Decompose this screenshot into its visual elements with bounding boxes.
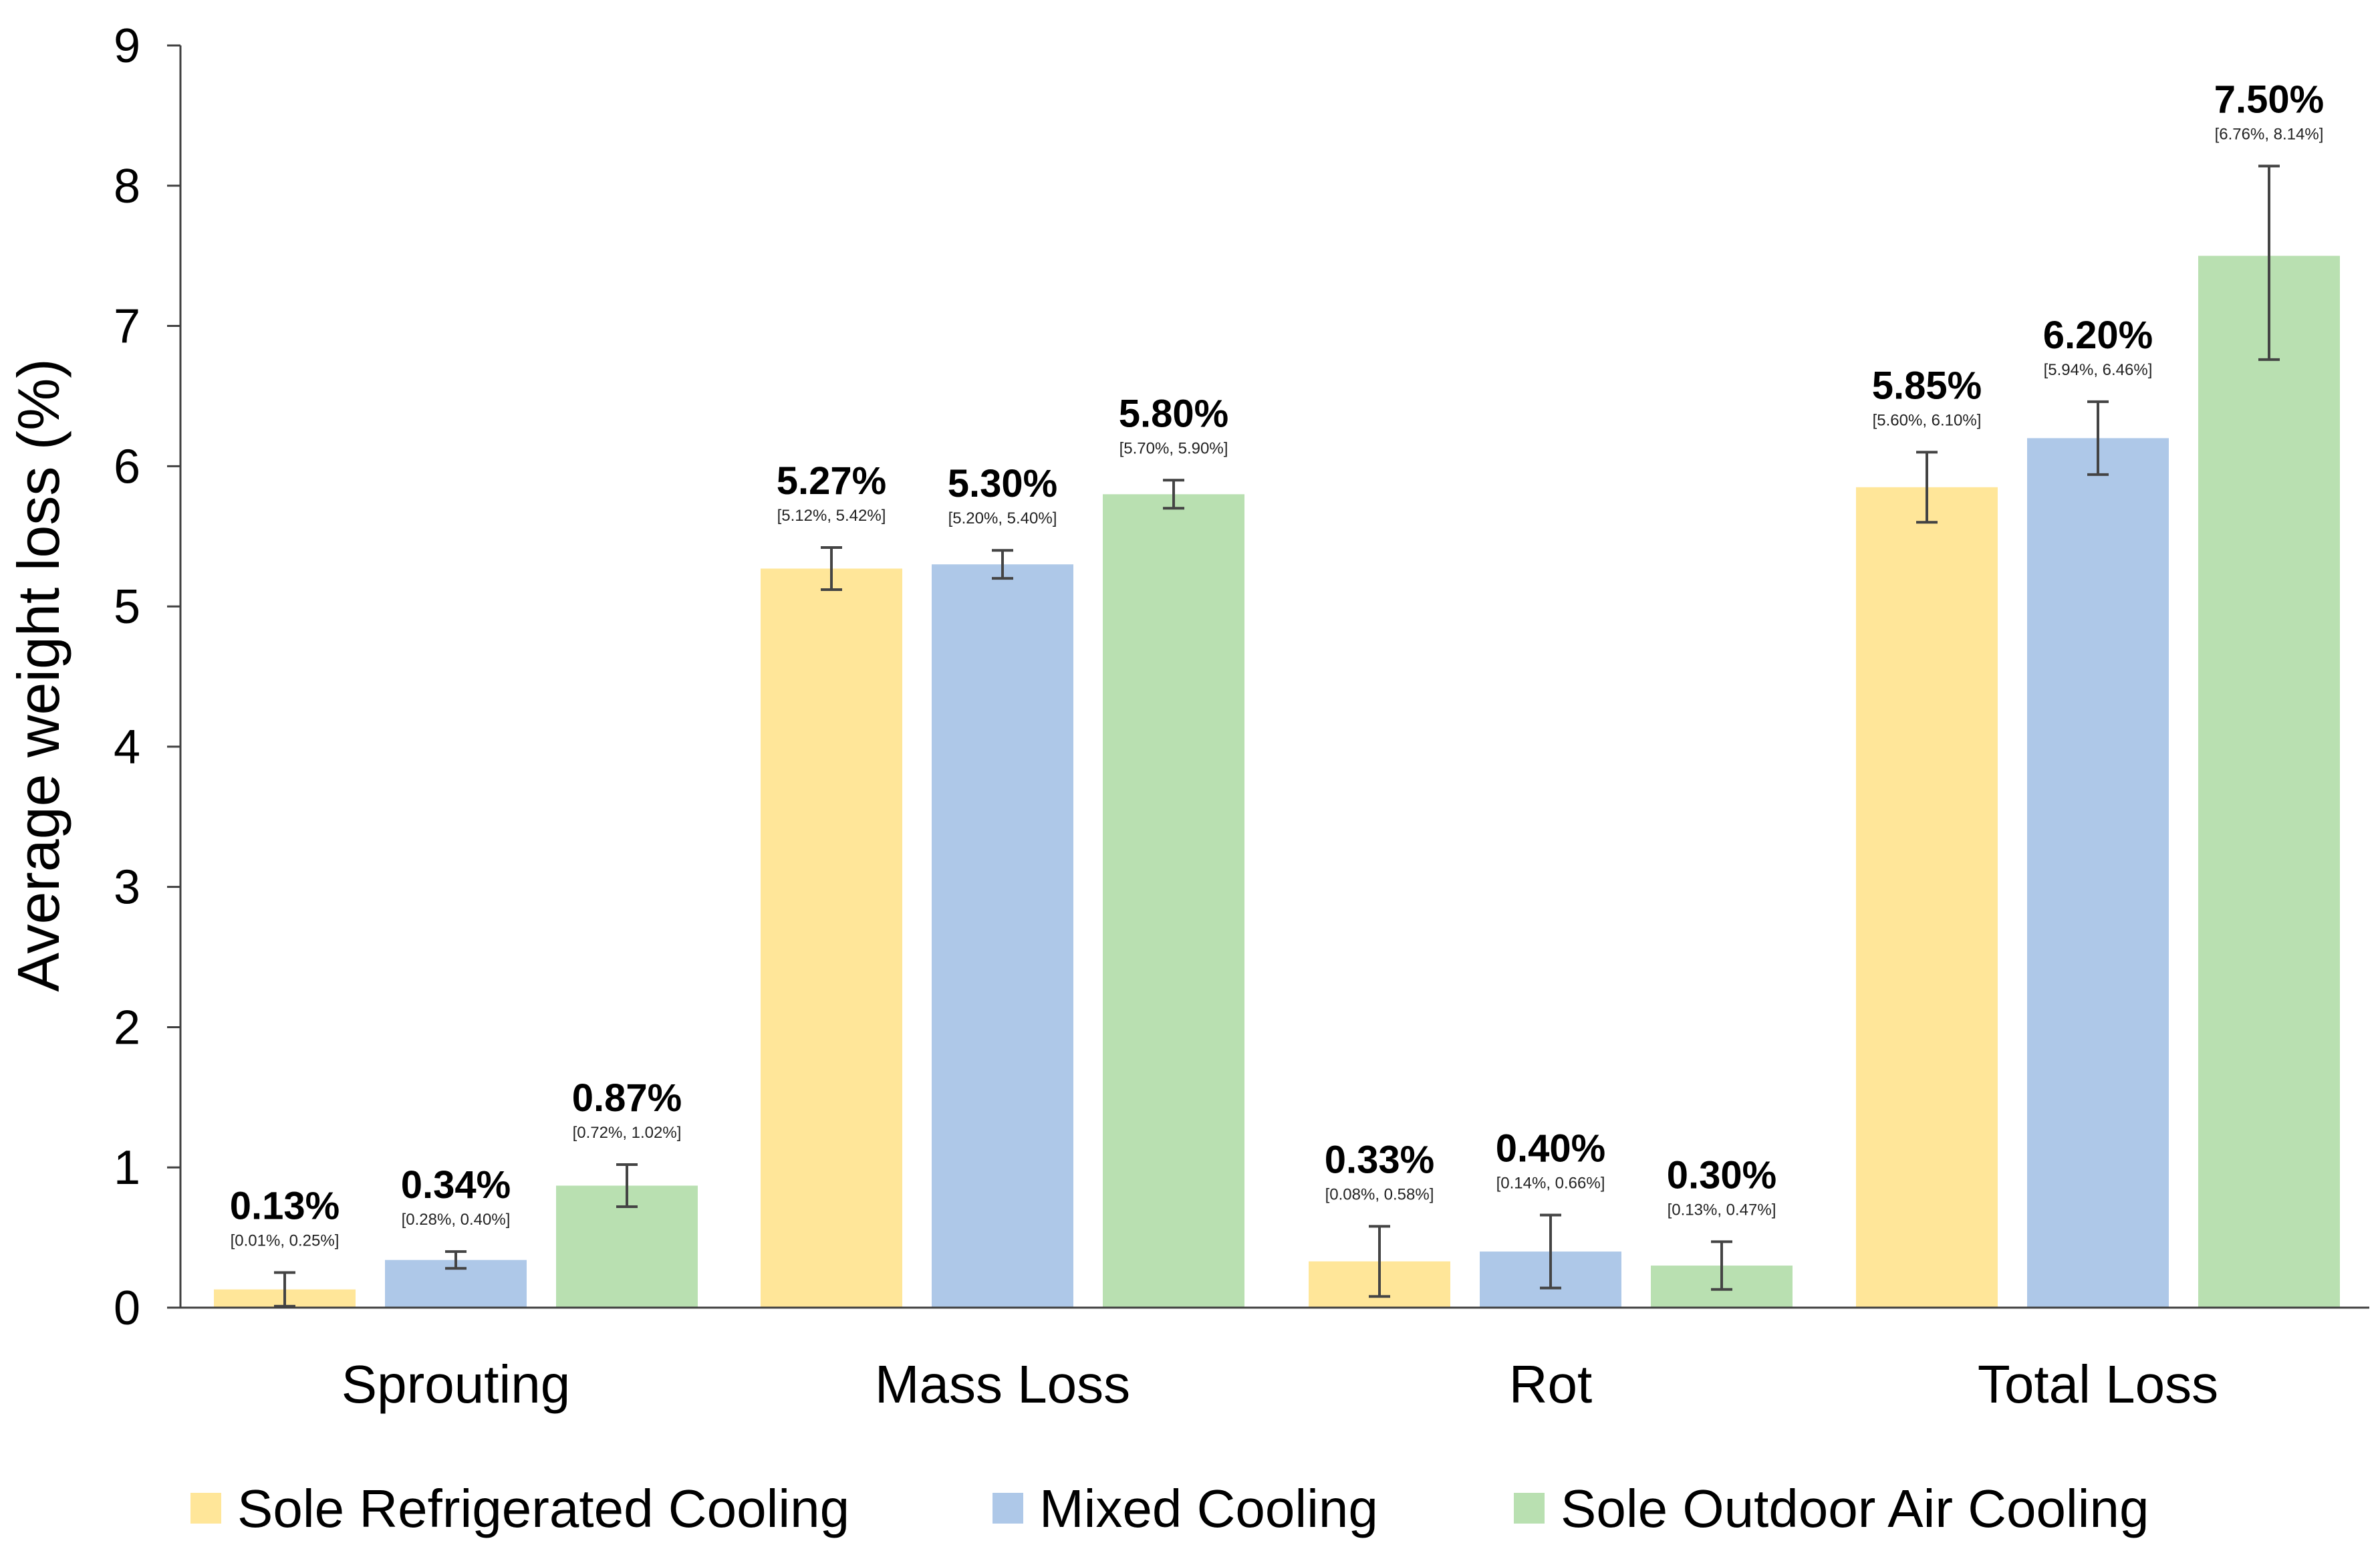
legend-label: Mixed Cooling: [1039, 1479, 1378, 1538]
bar: [2198, 255, 2340, 1308]
value-label: 5.85%: [1872, 364, 1982, 407]
bar: [1856, 487, 1998, 1308]
y-axis-ticks: 0 1 2 3 4 5 6 7 8 9: [114, 19, 180, 1335]
axes: [179, 45, 2369, 1309]
value-label: 0.87%: [572, 1076, 682, 1120]
category-label: Total Loss: [1978, 1354, 2218, 1414]
legend-label: Sole Refrigerated Cooling: [237, 1479, 849, 1538]
value-label: 7.50%: [2214, 78, 2324, 121]
y-tick-label: 4: [114, 721, 140, 774]
bar: [1103, 494, 1244, 1308]
value-label: 5.30%: [948, 462, 1057, 505]
category-label: Sprouting: [342, 1354, 570, 1414]
value-label: 0.13%: [230, 1185, 340, 1228]
confidence-interval-label: [0.72%, 1.02%]: [573, 1124, 682, 1142]
confidence-interval-label: [5.12%, 5.42%]: [777, 507, 886, 525]
bar: [932, 564, 1073, 1308]
confidence-interval-label: [0.28%, 0.40%]: [402, 1211, 511, 1229]
y-tick-label: 0: [114, 1282, 140, 1335]
y-tick-label: 1: [114, 1141, 140, 1195]
y-tick-label: 6: [114, 440, 140, 493]
value-label: 5.80%: [1119, 392, 1228, 435]
y-tick-label: 3: [114, 861, 140, 915]
confidence-interval-label: [0.01%, 0.25%]: [231, 1232, 340, 1250]
legend-swatch: [190, 1493, 221, 1524]
confidence-interval-label: [0.14%, 0.66%]: [1496, 1175, 1605, 1193]
value-label: 0.34%: [401, 1163, 511, 1207]
value-label: 0.40%: [1496, 1127, 1605, 1171]
category-label: Rot: [1509, 1354, 1593, 1414]
category-labels: Sprouting Mass Loss Rot Total Loss: [342, 1354, 2218, 1414]
y-tick-label: 8: [114, 160, 140, 213]
legend-swatch: [993, 1493, 1023, 1524]
confidence-interval-label: [5.94%, 6.46%]: [2044, 361, 2153, 379]
error-bars: [274, 164, 2280, 1308]
y-tick-label: 5: [114, 580, 140, 634]
confidence-interval-label: [5.20%, 5.40%]: [948, 509, 1057, 527]
confidence-interval-label: [5.70%, 5.90%]: [1119, 439, 1228, 457]
value-label: 0.30%: [1667, 1153, 1776, 1197]
bar: [761, 568, 902, 1308]
confidence-interval-label: [5.60%, 6.10%]: [1873, 411, 1982, 429]
value-label: 5.27%: [777, 459, 886, 503]
legend-label: Sole Outdoor Air Cooling: [1561, 1479, 2149, 1538]
category-label: Mass Loss: [875, 1354, 1130, 1414]
value-label: 6.20%: [2043, 314, 2153, 357]
y-tick-label: 7: [114, 300, 140, 354]
y-tick-label: 2: [114, 1001, 140, 1054]
y-tick-label: 9: [114, 19, 140, 73]
y-axis-label: Average weight loss (%): [5, 358, 72, 991]
bar: [2027, 438, 2169, 1308]
legend: Sole Refrigerated Cooling Mixed Cooling So…: [190, 1479, 2149, 1538]
confidence-interval-label: [6.76%, 8.14%]: [2215, 125, 2324, 143]
confidence-interval-label: [0.08%, 0.58%]: [1325, 1185, 1434, 1203]
bars: [214, 255, 2340, 1308]
value-labels: [0.01%, 0.25%] 0.13% [5.12%, 5.42%] 5.27% [0…: [230, 78, 2324, 1249]
legend-swatch: [1514, 1493, 1545, 1524]
value-label: 0.33%: [1325, 1138, 1434, 1181]
y-axis-label-group: Average weight loss (%): [5, 358, 72, 991]
confidence-interval-label: [0.13%, 0.47%]: [1668, 1201, 1776, 1219]
